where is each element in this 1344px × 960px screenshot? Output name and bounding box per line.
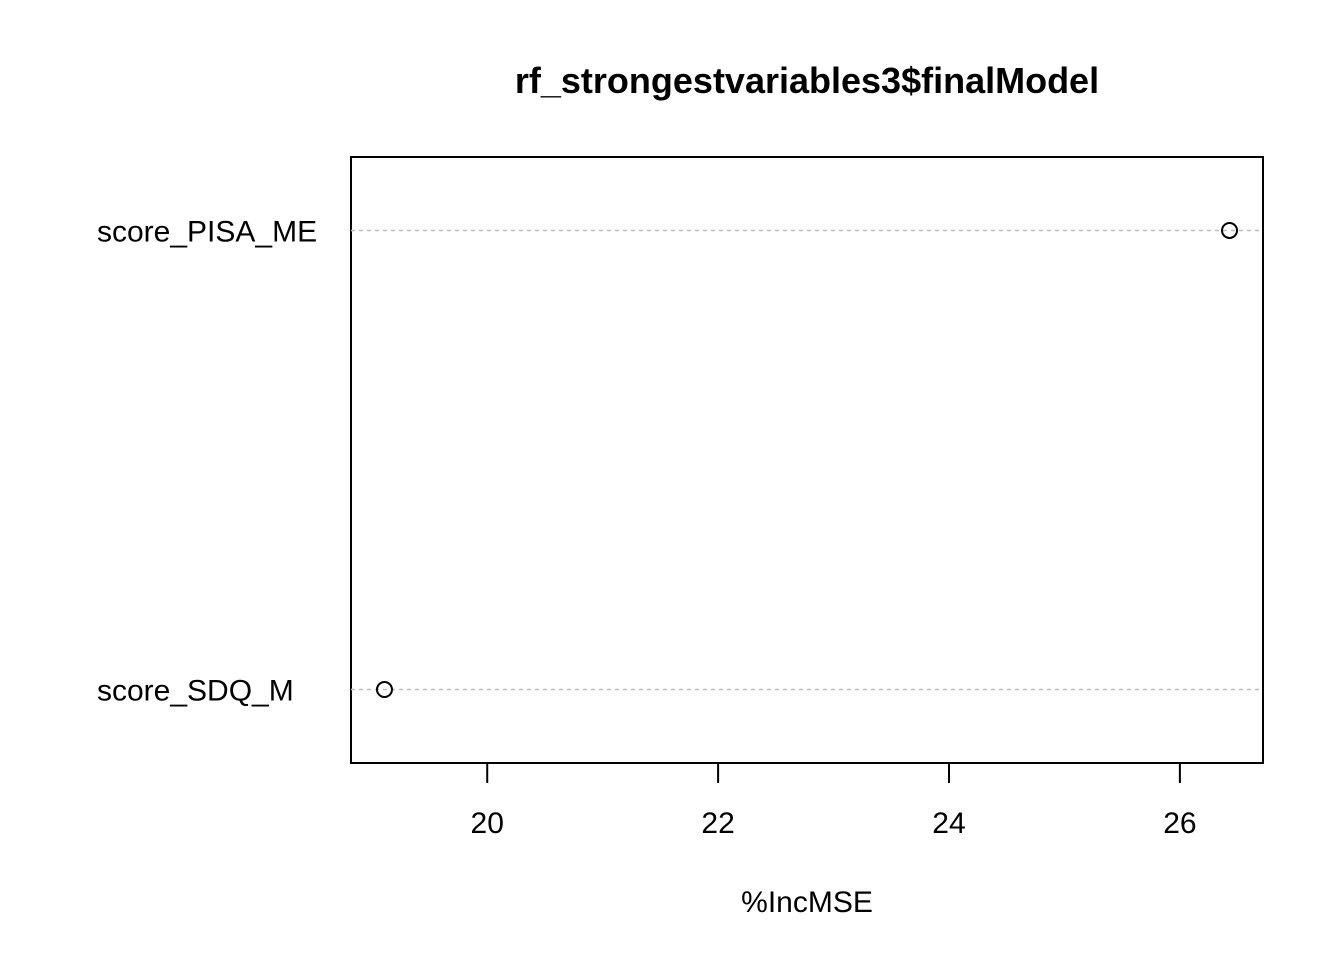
y-category-label: score_SDQ_M: [97, 675, 294, 708]
data-point: [1221, 221, 1239, 239]
chart-title: rf_strongestvariables3$finalModel: [515, 60, 1099, 101]
x-tick-label: 26: [1163, 807, 1196, 840]
x-axis-label: %IncMSE: [741, 886, 873, 919]
x-tick-label: 20: [471, 807, 504, 840]
x-tick-label: 22: [701, 807, 734, 840]
y-category-label: score_PISA_ME: [97, 215, 317, 248]
plot-frame: [350, 156, 1264, 764]
data-point: [375, 681, 393, 699]
x-tick-label: 24: [932, 807, 965, 840]
